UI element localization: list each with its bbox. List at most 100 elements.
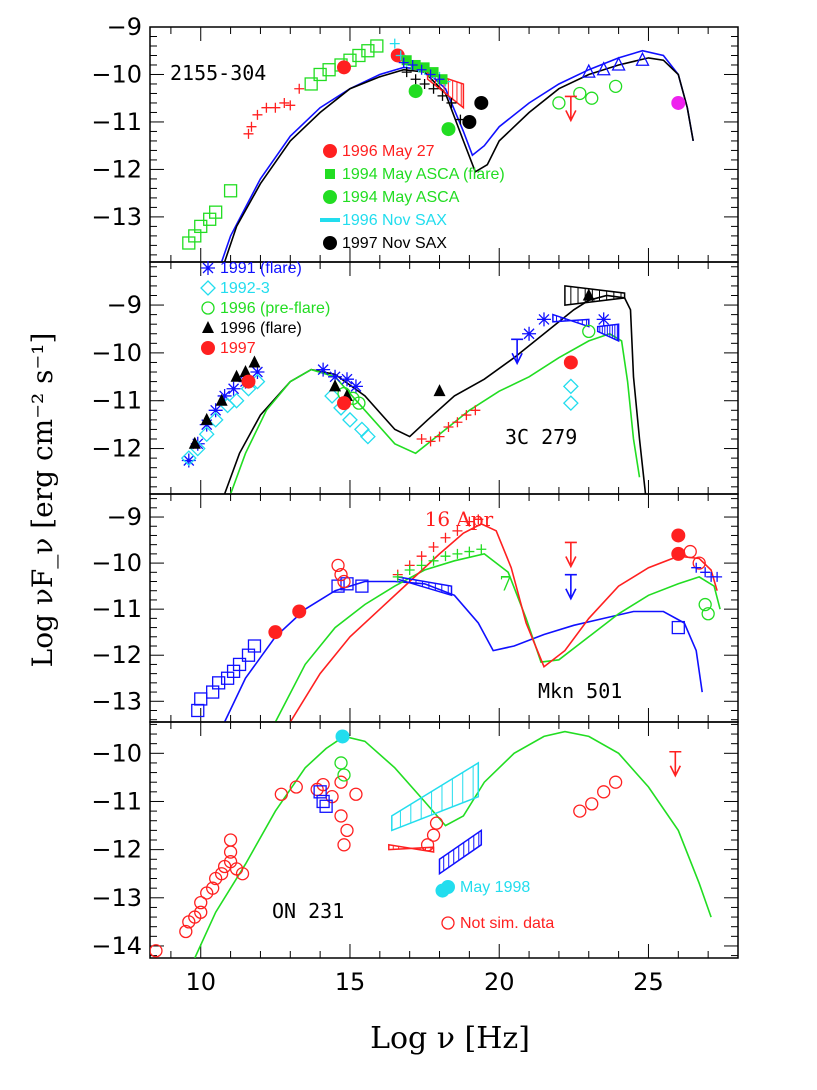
data-point [322,63,336,77]
bowtie-2 [552,313,590,328]
legend-label: 1994 May ASCA [342,189,460,206]
data-point [207,411,224,428]
data-point [434,74,445,85]
y-tick-label: −12 [91,435,142,463]
data-point [683,544,697,559]
data-point [319,799,333,813]
data-point [426,828,441,842]
data-point [470,405,481,416]
data-point [461,410,472,421]
data-point [635,51,650,66]
data-point [562,395,579,412]
series-12 [671,95,686,110]
data-point [209,205,223,219]
bowtie-2 [438,828,483,876]
legend-marker [201,301,215,315]
data-point [563,355,578,370]
annotation: 7 [499,572,512,596]
data-point [671,528,686,543]
data-point [425,436,436,447]
data-point [181,453,196,468]
series-3 [331,544,706,589]
data-point [335,729,350,744]
data-point [401,67,412,78]
series-7 [511,338,524,366]
data-point [337,574,351,589]
legend-marker [323,236,337,250]
model-line-2 [223,57,694,262]
data-point [248,355,261,368]
data-point [434,431,445,442]
data-point [691,562,702,573]
legend-label: 1997 Nov SAX [342,235,447,252]
data-point [408,84,423,99]
data-point [250,365,265,380]
data-point [596,61,611,76]
x-tick-label: 25 [633,968,664,996]
legend-label: 1996 May 27 [342,143,435,160]
data-point [473,514,484,525]
data-point [452,525,463,536]
data-point [446,97,457,108]
y-tick-label: −9 [107,291,142,319]
model-line-2 [274,553,721,722]
data-point [582,324,596,339]
data-point [342,411,358,428]
data-point [671,620,685,635]
data-point [334,567,348,582]
legend-marker [325,169,335,179]
data-point [585,91,599,105]
data-point [261,102,272,113]
data-point [671,546,686,561]
data-point [564,541,577,569]
data-point [206,881,220,895]
data-point [416,433,427,444]
data-point [194,895,208,910]
model-line-1 [223,580,703,722]
data-point [701,607,715,621]
data-point [241,374,256,389]
data-point [429,816,444,830]
data-point [608,79,623,93]
data-point [433,384,446,397]
data-point [211,676,226,690]
series-5 [392,544,487,582]
panel-1: −9 −10 −11 −12 −13 2155-304 1996 May 27 1994 Ma… [91,13,739,263]
data-point [511,338,524,366]
data-point [582,288,595,301]
y-tick-label: −11 [91,108,142,136]
data-point [407,59,418,70]
data-point [328,369,343,384]
data-point [180,450,197,467]
data-point [316,777,330,792]
y-tick-label: −12 [91,641,142,669]
y-tick-label: −10 [91,549,142,577]
data-point [585,797,599,811]
legend-marker [323,190,337,204]
legend-marker [323,144,337,158]
legend-label: 1992-3 [220,280,270,297]
data-point [564,95,577,123]
legend: 1996 May 27 1994 May ASCA (flare) 1994 May… [320,143,505,252]
data-point [226,381,241,396]
data-point [331,558,345,573]
data-point [359,428,376,445]
series-9 [462,95,489,129]
data-point [443,422,454,433]
data-point [428,67,439,78]
legend-marker [441,880,455,894]
data-point [700,567,711,578]
data-point [228,392,245,409]
panel-2: −9 −10 −11 −12 3C 279 1991 (flare) 1992-3 1996 … [91,260,739,495]
data-point [188,436,201,449]
data-point [243,128,254,139]
series-10 [552,79,623,110]
data-point [304,77,318,91]
y-tick-label: −13 [91,884,142,912]
data-point [334,809,348,823]
data-point [191,703,205,718]
data-point [474,95,489,110]
series-9 [564,573,577,601]
data-point [337,396,352,411]
y-tick-label: −9 [107,13,142,41]
